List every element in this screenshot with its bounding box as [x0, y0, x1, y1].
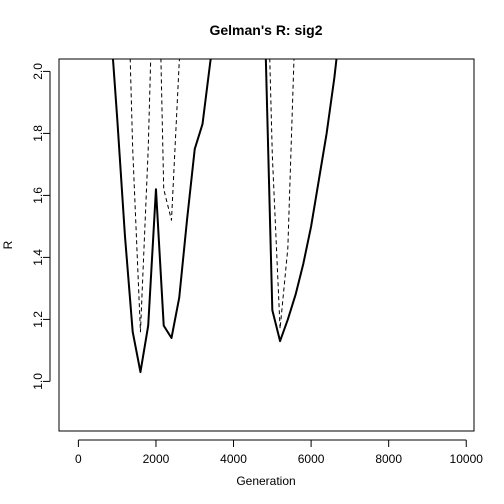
series-layer — [111, 59, 338, 374]
y-tick-label: 2.0 — [31, 63, 45, 80]
solid-series-line — [264, 59, 338, 343]
x-axis: 0 2000 4000 6000 8000 10000 — [75, 439, 484, 466]
x-tick-label: 2000 — [143, 452, 170, 466]
y-tick-label: 1.4 — [31, 249, 45, 266]
y-tick-label: 1.8 — [31, 125, 45, 142]
y-axis: 1.0 1.2 1.4 1.6 1.8 2.0 — [31, 63, 51, 390]
x-tick-label: 0 — [75, 452, 82, 466]
y-tick-label: 1.2 — [31, 311, 45, 328]
chart-title: Gelman's R: sig2 — [209, 22, 322, 38]
y-axis-label: R — [1, 240, 15, 249]
y-tick-label: 1.0 — [31, 373, 45, 390]
x-axis-label: Generation — [236, 474, 295, 488]
solid-series-line — [111, 59, 212, 374]
dashed-series — [129, 59, 295, 333]
x-tick-label: 4000 — [220, 452, 247, 466]
y-tick-label: 1.6 — [31, 187, 45, 204]
x-tick-label: 6000 — [298, 452, 325, 466]
x-tick-label: 10000 — [450, 452, 484, 466]
dashed-series-line — [129, 59, 152, 333]
x-tick-label: 8000 — [375, 452, 402, 466]
dashed-series-line — [160, 59, 180, 221]
solid-series — [111, 59, 338, 374]
